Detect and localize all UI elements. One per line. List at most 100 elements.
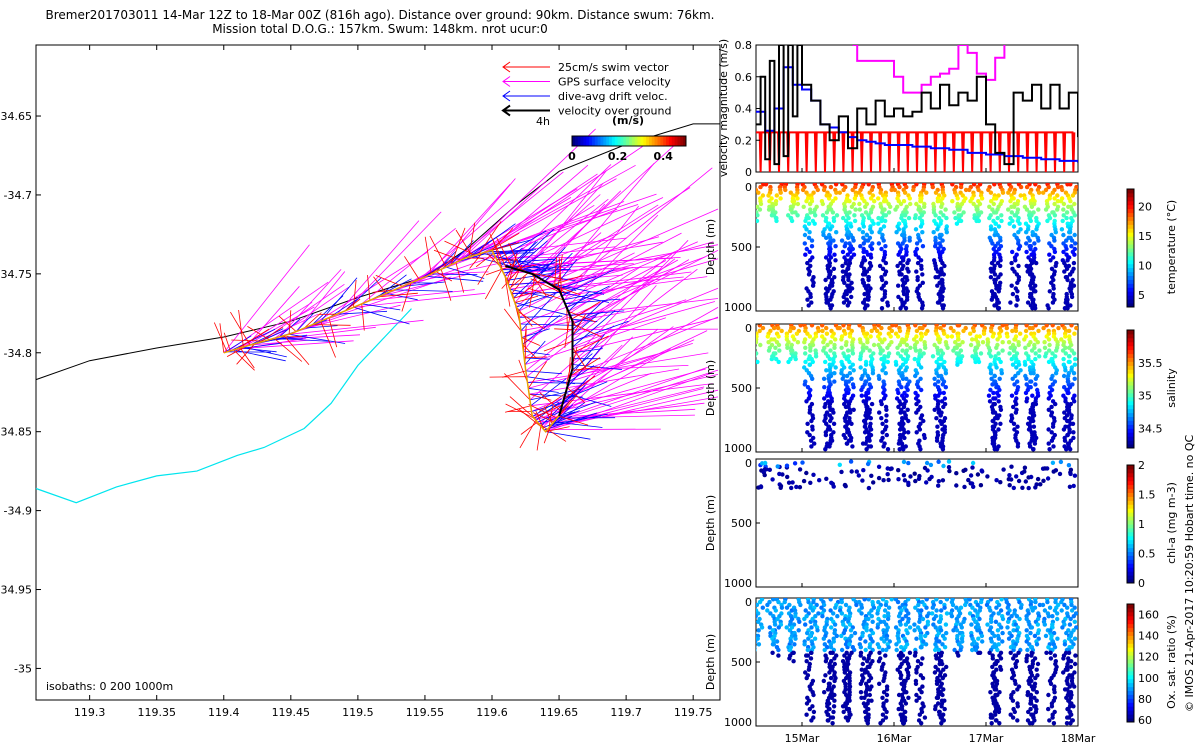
swim-vector [531, 273, 547, 297]
temperature-sample [996, 193, 1001, 198]
oxygen-sample [1005, 625, 1010, 630]
oxygen-sample [784, 605, 790, 610]
oxygen-sample [859, 605, 864, 610]
salinity-sample [1033, 351, 1038, 356]
oxygen-sample [991, 698, 996, 703]
oxygen-sample [793, 636, 798, 641]
salinity-sample [1033, 324, 1038, 328]
temperature-sample [920, 272, 925, 277]
oxygen-sample [1016, 650, 1021, 655]
salinity-sample [839, 337, 844, 342]
gps-vector [426, 183, 511, 277]
gps-vector [243, 306, 315, 348]
oxygen-sample [826, 706, 832, 712]
temperature-sample [1052, 201, 1057, 207]
chla-sample [881, 478, 886, 483]
oxygen-sample [944, 664, 949, 670]
salinity-colorbar-frame [1126, 329, 1135, 449]
salinity-sample [1067, 328, 1072, 334]
salinity-sample [938, 325, 943, 331]
temperature-sample [990, 241, 995, 246]
temperature-sample [829, 283, 835, 288]
salinity-sample [863, 413, 868, 418]
salinity-sample [1013, 328, 1019, 334]
temperature-sample [1069, 280, 1074, 285]
salinity-sample [844, 441, 850, 446]
oxygen-sample [811, 692, 816, 698]
temperature-sample [961, 210, 966, 215]
gps-vector [568, 343, 693, 383]
dive-vector [328, 299, 357, 319]
salinity-sample [846, 404, 851, 410]
oxygen-sample [828, 598, 833, 602]
salinity-sample [871, 342, 877, 348]
salinity-sample [1006, 340, 1012, 345]
salinity-sample [903, 444, 908, 449]
chla-colorbar-tick-label: 0.5 [1138, 548, 1156, 561]
temperature-sample [912, 215, 918, 221]
salinity-sample [1013, 373, 1018, 379]
salinity-colorbar-cell [1127, 353, 1134, 358]
oxygen-sample [867, 687, 873, 692]
chla-colorbar-cell [1127, 579, 1134, 584]
oxygen-sample [810, 608, 815, 613]
temperature-sample [1064, 246, 1069, 252]
oxygen-sample [949, 614, 955, 619]
oxygen-sample [1066, 715, 1072, 720]
salinity-sample [945, 345, 950, 350]
oxygen-sample [1005, 611, 1011, 616]
oxygen-sample [809, 625, 814, 630]
salinity-sample [945, 334, 950, 339]
salinity-colorbar-cell [1127, 424, 1134, 429]
salinity-sample [1014, 351, 1020, 356]
gps-vector [455, 128, 596, 263]
temperature-sample [915, 260, 921, 266]
temperature-sample [795, 201, 801, 207]
gps-vector [554, 241, 714, 288]
salinity-sample [1033, 356, 1038, 362]
swim-vector [554, 256, 557, 288]
temperature-sample [881, 258, 886, 263]
swim-vector [233, 349, 255, 371]
salinity-colorbar-cell [1127, 345, 1134, 351]
salinity-sample [1016, 342, 1021, 348]
temperature-sample [1058, 199, 1064, 204]
salinity-sample [1016, 362, 1022, 367]
salinity-sample [905, 407, 910, 412]
oxygen-sample [839, 647, 845, 653]
map-colorbar-frame [571, 135, 687, 147]
oxygen-sample [990, 664, 995, 670]
temperature-sample [758, 184, 763, 190]
swim-vector [539, 392, 561, 412]
chla-colorbar-cell [1127, 571, 1134, 576]
temperature-sample [1072, 252, 1077, 257]
salinity-sample [919, 387, 924, 393]
temperature-sample [1051, 255, 1056, 260]
salinity-sample [914, 328, 920, 334]
salinity-sample [1070, 421, 1076, 426]
salinity-sample [1000, 348, 1005, 353]
temperature-sample [862, 306, 868, 311]
salinity-sample [777, 348, 782, 353]
map-xtick-label: 119.6 [476, 706, 508, 719]
oxygen-colorbar-cell [1127, 682, 1134, 688]
oxygen-sample [979, 633, 985, 639]
chla-sample [777, 471, 782, 477]
temperature-sample [1073, 241, 1078, 246]
temperature-sample [989, 297, 994, 302]
temperature-sample [933, 190, 939, 195]
oxygen-sample [1072, 619, 1078, 624]
salinity-sample [798, 324, 803, 328]
temperature-colorbar-cell [1127, 224, 1134, 229]
temperature-sample [842, 280, 847, 285]
dive-vector [240, 347, 277, 353]
temperature-sample [1029, 280, 1034, 285]
temperature-sample [1011, 196, 1016, 201]
gps-vector [524, 317, 667, 365]
salinity-sample [752, 348, 756, 352]
salinity-sample [1050, 382, 1056, 387]
gps-vector [572, 317, 719, 354]
map-colorbar-cell [666, 136, 670, 146]
salinity-sample [990, 334, 996, 339]
oxygen-sample [993, 718, 999, 723]
